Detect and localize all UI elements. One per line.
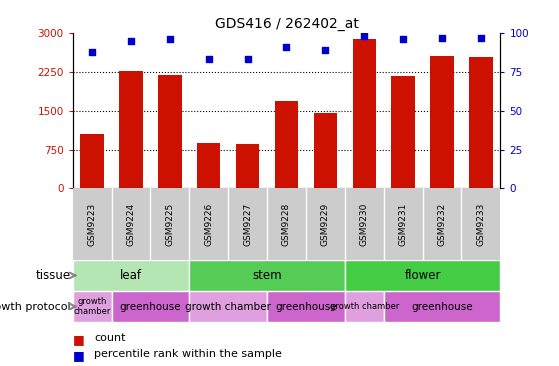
Text: percentile rank within the sample: percentile rank within the sample: [94, 349, 282, 359]
Bar: [158, 75, 182, 188]
Text: GSM9232: GSM9232: [438, 202, 447, 246]
Bar: [236, 144, 259, 188]
Bar: [190, 291, 267, 322]
Bar: [314, 113, 337, 188]
Point: [360, 33, 369, 39]
Text: greenhouse: greenhouse: [120, 302, 181, 311]
Text: GSM9224: GSM9224: [126, 203, 135, 246]
Text: ■: ■: [73, 333, 84, 346]
Text: tissue: tissue: [36, 269, 71, 282]
Text: GSM9225: GSM9225: [165, 202, 174, 246]
Point: [243, 56, 252, 62]
Point: [204, 56, 213, 62]
Text: leaf: leaf: [120, 269, 142, 282]
Bar: [430, 56, 454, 188]
Text: growth protocol: growth protocol: [0, 302, 71, 311]
Bar: [267, 291, 345, 322]
Bar: [353, 39, 376, 188]
Text: GSM9226: GSM9226: [204, 202, 213, 246]
Text: GSM9227: GSM9227: [243, 202, 252, 246]
Text: GSM9228: GSM9228: [282, 202, 291, 246]
Text: GSM9223: GSM9223: [88, 202, 97, 246]
Bar: [469, 57, 492, 188]
Bar: [80, 134, 104, 188]
Text: GSM9230: GSM9230: [360, 202, 369, 246]
Bar: [275, 101, 298, 188]
Text: count: count: [94, 333, 125, 343]
Point: [476, 35, 485, 41]
Point: [321, 47, 330, 53]
Title: GDS416 / 262402_at: GDS416 / 262402_at: [215, 16, 358, 30]
Text: growth chamber: growth chamber: [330, 302, 399, 311]
Text: ■: ■: [73, 349, 84, 362]
Point: [88, 49, 97, 55]
Point: [165, 36, 174, 42]
Text: stem: stem: [252, 269, 282, 282]
Bar: [345, 260, 500, 291]
Text: flower: flower: [404, 269, 441, 282]
Bar: [119, 71, 143, 188]
Bar: [383, 291, 500, 322]
Bar: [345, 291, 383, 322]
Bar: [112, 291, 190, 322]
Text: GSM9233: GSM9233: [476, 202, 485, 246]
Bar: [391, 76, 415, 188]
Point: [126, 38, 135, 44]
Text: GSM9231: GSM9231: [399, 202, 408, 246]
Text: greenhouse: greenhouse: [411, 302, 473, 311]
Point: [399, 36, 408, 42]
Text: GSM9229: GSM9229: [321, 202, 330, 246]
Bar: [73, 291, 112, 322]
Bar: [197, 143, 220, 188]
Text: greenhouse: greenhouse: [275, 302, 337, 311]
Point: [282, 44, 291, 50]
Bar: [190, 260, 345, 291]
Bar: [73, 260, 190, 291]
Text: growth
chamber: growth chamber: [73, 297, 111, 316]
Point: [438, 35, 447, 41]
Text: growth chamber: growth chamber: [185, 302, 271, 311]
